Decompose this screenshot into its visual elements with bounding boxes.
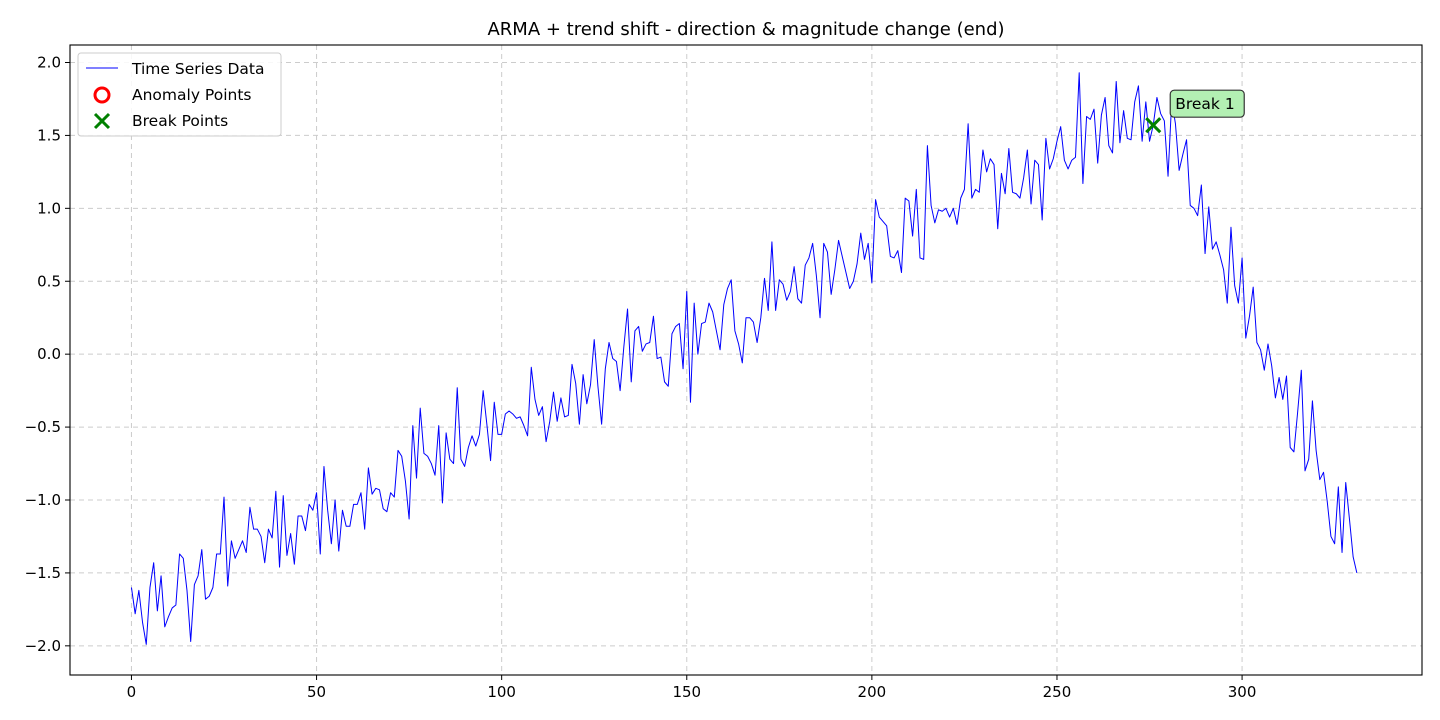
x-tick-label: 100 <box>487 683 516 701</box>
legend-label-anomaly: Anomaly Points <box>132 86 251 104</box>
y-tick-label: −0.5 <box>25 418 61 436</box>
y-tick-label: 2.0 <box>37 54 61 72</box>
y-tick-label: −1.0 <box>25 491 61 509</box>
x-tick-label: 50 <box>307 683 326 701</box>
chart-title: ARMA + trend shift - direction & magnitu… <box>487 19 1004 40</box>
series-line-time-series-data <box>130 72 1358 645</box>
legend-box <box>77 52 282 137</box>
legend-break-marker <box>93 112 111 130</box>
y-tick-label: 0.0 <box>37 345 61 363</box>
break-annotation-label: Break 1 <box>1175 95 1234 113</box>
x-tick-label: 250 <box>1043 683 1072 701</box>
x-tick-label: 300 <box>1228 683 1257 701</box>
x-tick-label: 200 <box>858 683 887 701</box>
y-tick-label: −1.5 <box>25 564 61 582</box>
break-annotation-box <box>1169 89 1245 118</box>
legend-label-break: Break Points <box>132 112 228 130</box>
x-tick-label: 150 <box>672 683 701 701</box>
legend-label-series: Time Series Data <box>131 60 264 78</box>
marker-layer <box>1145 117 1162 134</box>
grid <box>70 45 1422 675</box>
x-tick-label: 0 <box>127 683 137 701</box>
y-tick-label: 1.5 <box>37 126 61 144</box>
plot-frame <box>69 44 1423 676</box>
y-tick-label: 0.5 <box>37 272 61 290</box>
y-tick-label: 1.0 <box>37 199 61 217</box>
series-layer <box>130 72 1358 645</box>
legend-anomaly-marker <box>93 86 111 104</box>
legend: Time Series Data Anomaly Points Break Po… <box>77 52 282 137</box>
annotation-layer: Break 1 <box>1169 89 1245 118</box>
break-point-marker <box>1145 117 1162 134</box>
x-axis-ticks: 0 50 100 150 200 250 300 <box>127 675 1257 701</box>
y-tick-label: −2.0 <box>25 637 61 655</box>
y-axis-ticks: −2.0 −1.5 −1.0 −0.5 0.0 0.5 1.0 1.5 2.0 <box>25 54 70 655</box>
